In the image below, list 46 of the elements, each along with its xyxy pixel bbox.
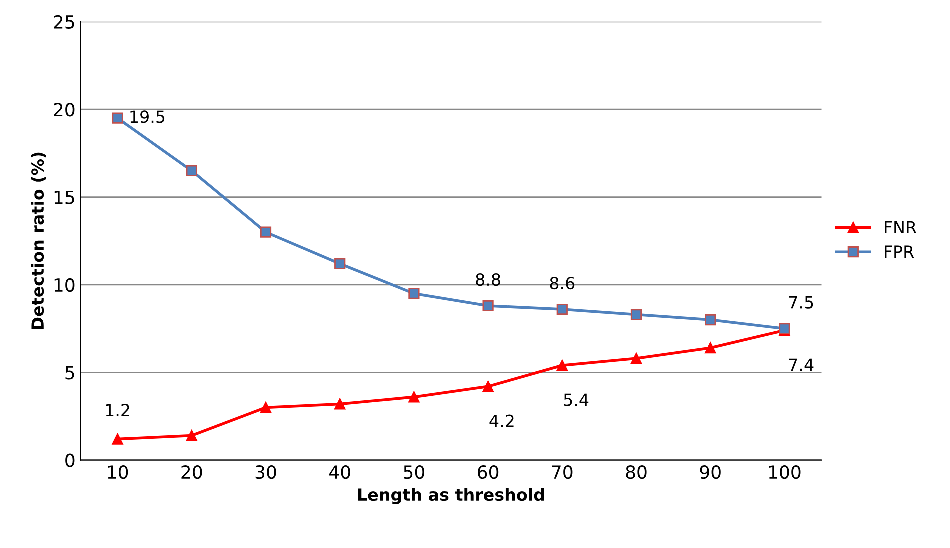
y-tick-label: 10 — [54, 278, 75, 292]
point — [186, 165, 198, 177]
x-tick-label: 100 — [769, 466, 801, 480]
point — [630, 353, 642, 364]
point — [186, 430, 198, 442]
data-label: 19.5 — [130, 110, 165, 124]
point — [260, 226, 272, 238]
data-label: 8.8 — [476, 274, 500, 286]
point — [482, 300, 494, 312]
data-label: 5.4 — [564, 394, 589, 406]
x-tick-label: 50 — [404, 466, 424, 480]
x-tick-label: 30 — [256, 466, 276, 480]
point — [556, 304, 568, 316]
legend-label: FNR — [885, 221, 917, 234]
point — [112, 112, 124, 124]
y-tick-label: 25 — [54, 15, 74, 30]
point — [334, 398, 346, 410]
point — [630, 309, 642, 320]
point — [260, 402, 272, 414]
point — [556, 360, 568, 372]
y-tick-label: 15 — [54, 190, 74, 204]
point — [482, 381, 494, 392]
data-label: 7.5 — [789, 296, 814, 309]
x-tick-label: 40 — [329, 466, 350, 480]
x-tick-label: 80 — [626, 466, 647, 480]
x-tick-label: 10 — [108, 466, 128, 480]
x-tick-label: 20 — [182, 466, 202, 480]
point — [705, 342, 716, 354]
x-tick-label: 70 — [552, 466, 573, 480]
legend-label: FPR — [885, 246, 914, 258]
y-tick-label: 0 — [66, 454, 75, 468]
data-label: 7.4 — [789, 358, 814, 371]
data-label: 1.2 — [106, 404, 130, 416]
data-label: 8.6 — [550, 277, 575, 290]
y-axis-title: Detection ratio (%) — [31, 152, 46, 330]
y-tick-label: 20 — [54, 103, 75, 117]
x-axis-title: Length as threshold — [358, 488, 544, 504]
point — [408, 288, 420, 300]
x-tick-label: 90 — [700, 466, 721, 480]
point — [705, 314, 716, 326]
point — [334, 258, 346, 270]
y-tick-label: 5 — [66, 366, 74, 380]
point — [112, 434, 124, 445]
data-label: 4.2 — [490, 414, 514, 428]
x-tick-label: 60 — [478, 466, 499, 480]
point — [408, 392, 420, 403]
